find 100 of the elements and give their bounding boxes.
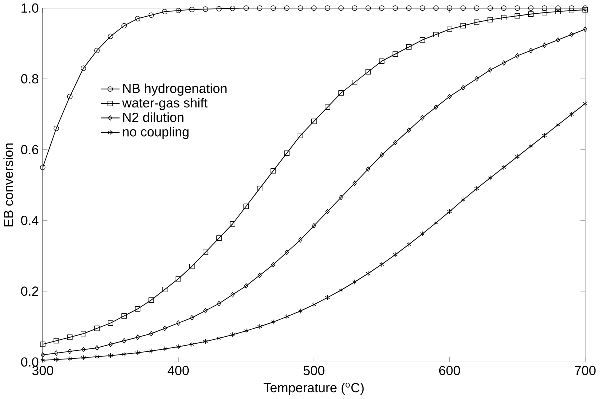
point — [176, 276, 182, 282]
point — [244, 284, 248, 289]
point — [122, 23, 128, 29]
point — [230, 332, 236, 338]
point — [406, 242, 412, 248]
y-tick-label: 0.0 — [21, 358, 39, 367]
point — [230, 6, 236, 12]
point — [379, 6, 385, 12]
point — [284, 150, 290, 156]
point — [230, 222, 236, 227]
point — [189, 264, 195, 270]
point — [312, 118, 317, 124]
point — [190, 315, 194, 321]
point — [338, 6, 344, 12]
point — [515, 154, 520, 160]
legend-label: NB hydrogenation — [123, 84, 227, 96]
legend-label: no coupling — [123, 127, 189, 140]
point — [95, 345, 100, 351]
point — [339, 195, 344, 200]
point — [447, 26, 452, 32]
point — [203, 339, 208, 344]
point — [148, 298, 154, 304]
point — [326, 209, 330, 215]
point — [542, 10, 548, 16]
point — [312, 223, 316, 229]
point — [406, 6, 412, 12]
x-tick-label: 600 — [439, 366, 460, 376]
point — [257, 6, 263, 12]
point — [488, 6, 494, 12]
x-tick-label: 400 — [168, 366, 190, 376]
point — [204, 308, 208, 314]
point — [162, 287, 168, 292]
point — [284, 6, 290, 12]
point — [68, 349, 72, 354]
point — [488, 176, 493, 181]
point — [81, 355, 86, 361]
point — [393, 252, 398, 258]
point — [270, 168, 276, 174]
point — [149, 348, 154, 354]
point — [460, 198, 466, 203]
point — [502, 164, 506, 170]
point — [556, 38, 560, 43]
point — [284, 250, 290, 256]
point — [162, 326, 168, 332]
y-tick-label: 0.8 — [21, 74, 39, 84]
point — [94, 48, 100, 54]
point — [420, 6, 426, 12]
point — [380, 262, 384, 268]
point — [407, 128, 412, 134]
point — [366, 166, 371, 172]
point — [203, 250, 208, 256]
point — [434, 104, 438, 110]
point — [135, 16, 141, 22]
point — [68, 356, 72, 362]
y-tick-label: 1.0 — [22, 4, 39, 14]
point — [216, 236, 222, 242]
point — [461, 85, 466, 91]
point — [325, 295, 330, 301]
point — [162, 346, 168, 352]
point — [244, 204, 250, 210]
point — [556, 9, 561, 15]
point — [420, 38, 426, 43]
point — [420, 232, 426, 237]
point — [501, 6, 507, 12]
point — [434, 6, 439, 12]
point — [338, 288, 344, 294]
point — [528, 12, 534, 18]
point — [514, 6, 520, 12]
point — [434, 32, 439, 38]
point — [54, 357, 59, 363]
legend-label: N2 dilution — [123, 112, 184, 122]
point — [542, 42, 547, 48]
point — [393, 140, 398, 146]
point — [460, 6, 466, 12]
point — [474, 76, 479, 82]
point — [190, 342, 195, 348]
point — [67, 334, 73, 340]
point — [244, 328, 249, 334]
point — [244, 6, 250, 12]
point — [312, 302, 317, 308]
point — [108, 353, 114, 359]
point — [108, 320, 114, 326]
point — [338, 90, 344, 96]
point — [569, 8, 575, 14]
point — [298, 238, 303, 243]
point — [258, 272, 262, 278]
point — [569, 112, 574, 118]
point — [80, 66, 86, 72]
point — [82, 347, 86, 353]
y-tick-label: 0.4 — [21, 216, 39, 226]
point — [392, 6, 398, 12]
point — [136, 334, 140, 340]
point — [366, 6, 372, 12]
point — [434, 220, 439, 226]
point — [162, 9, 168, 15]
point — [67, 94, 73, 100]
point — [176, 344, 181, 350]
point — [258, 324, 262, 330]
point — [501, 15, 507, 21]
point — [514, 13, 520, 19]
